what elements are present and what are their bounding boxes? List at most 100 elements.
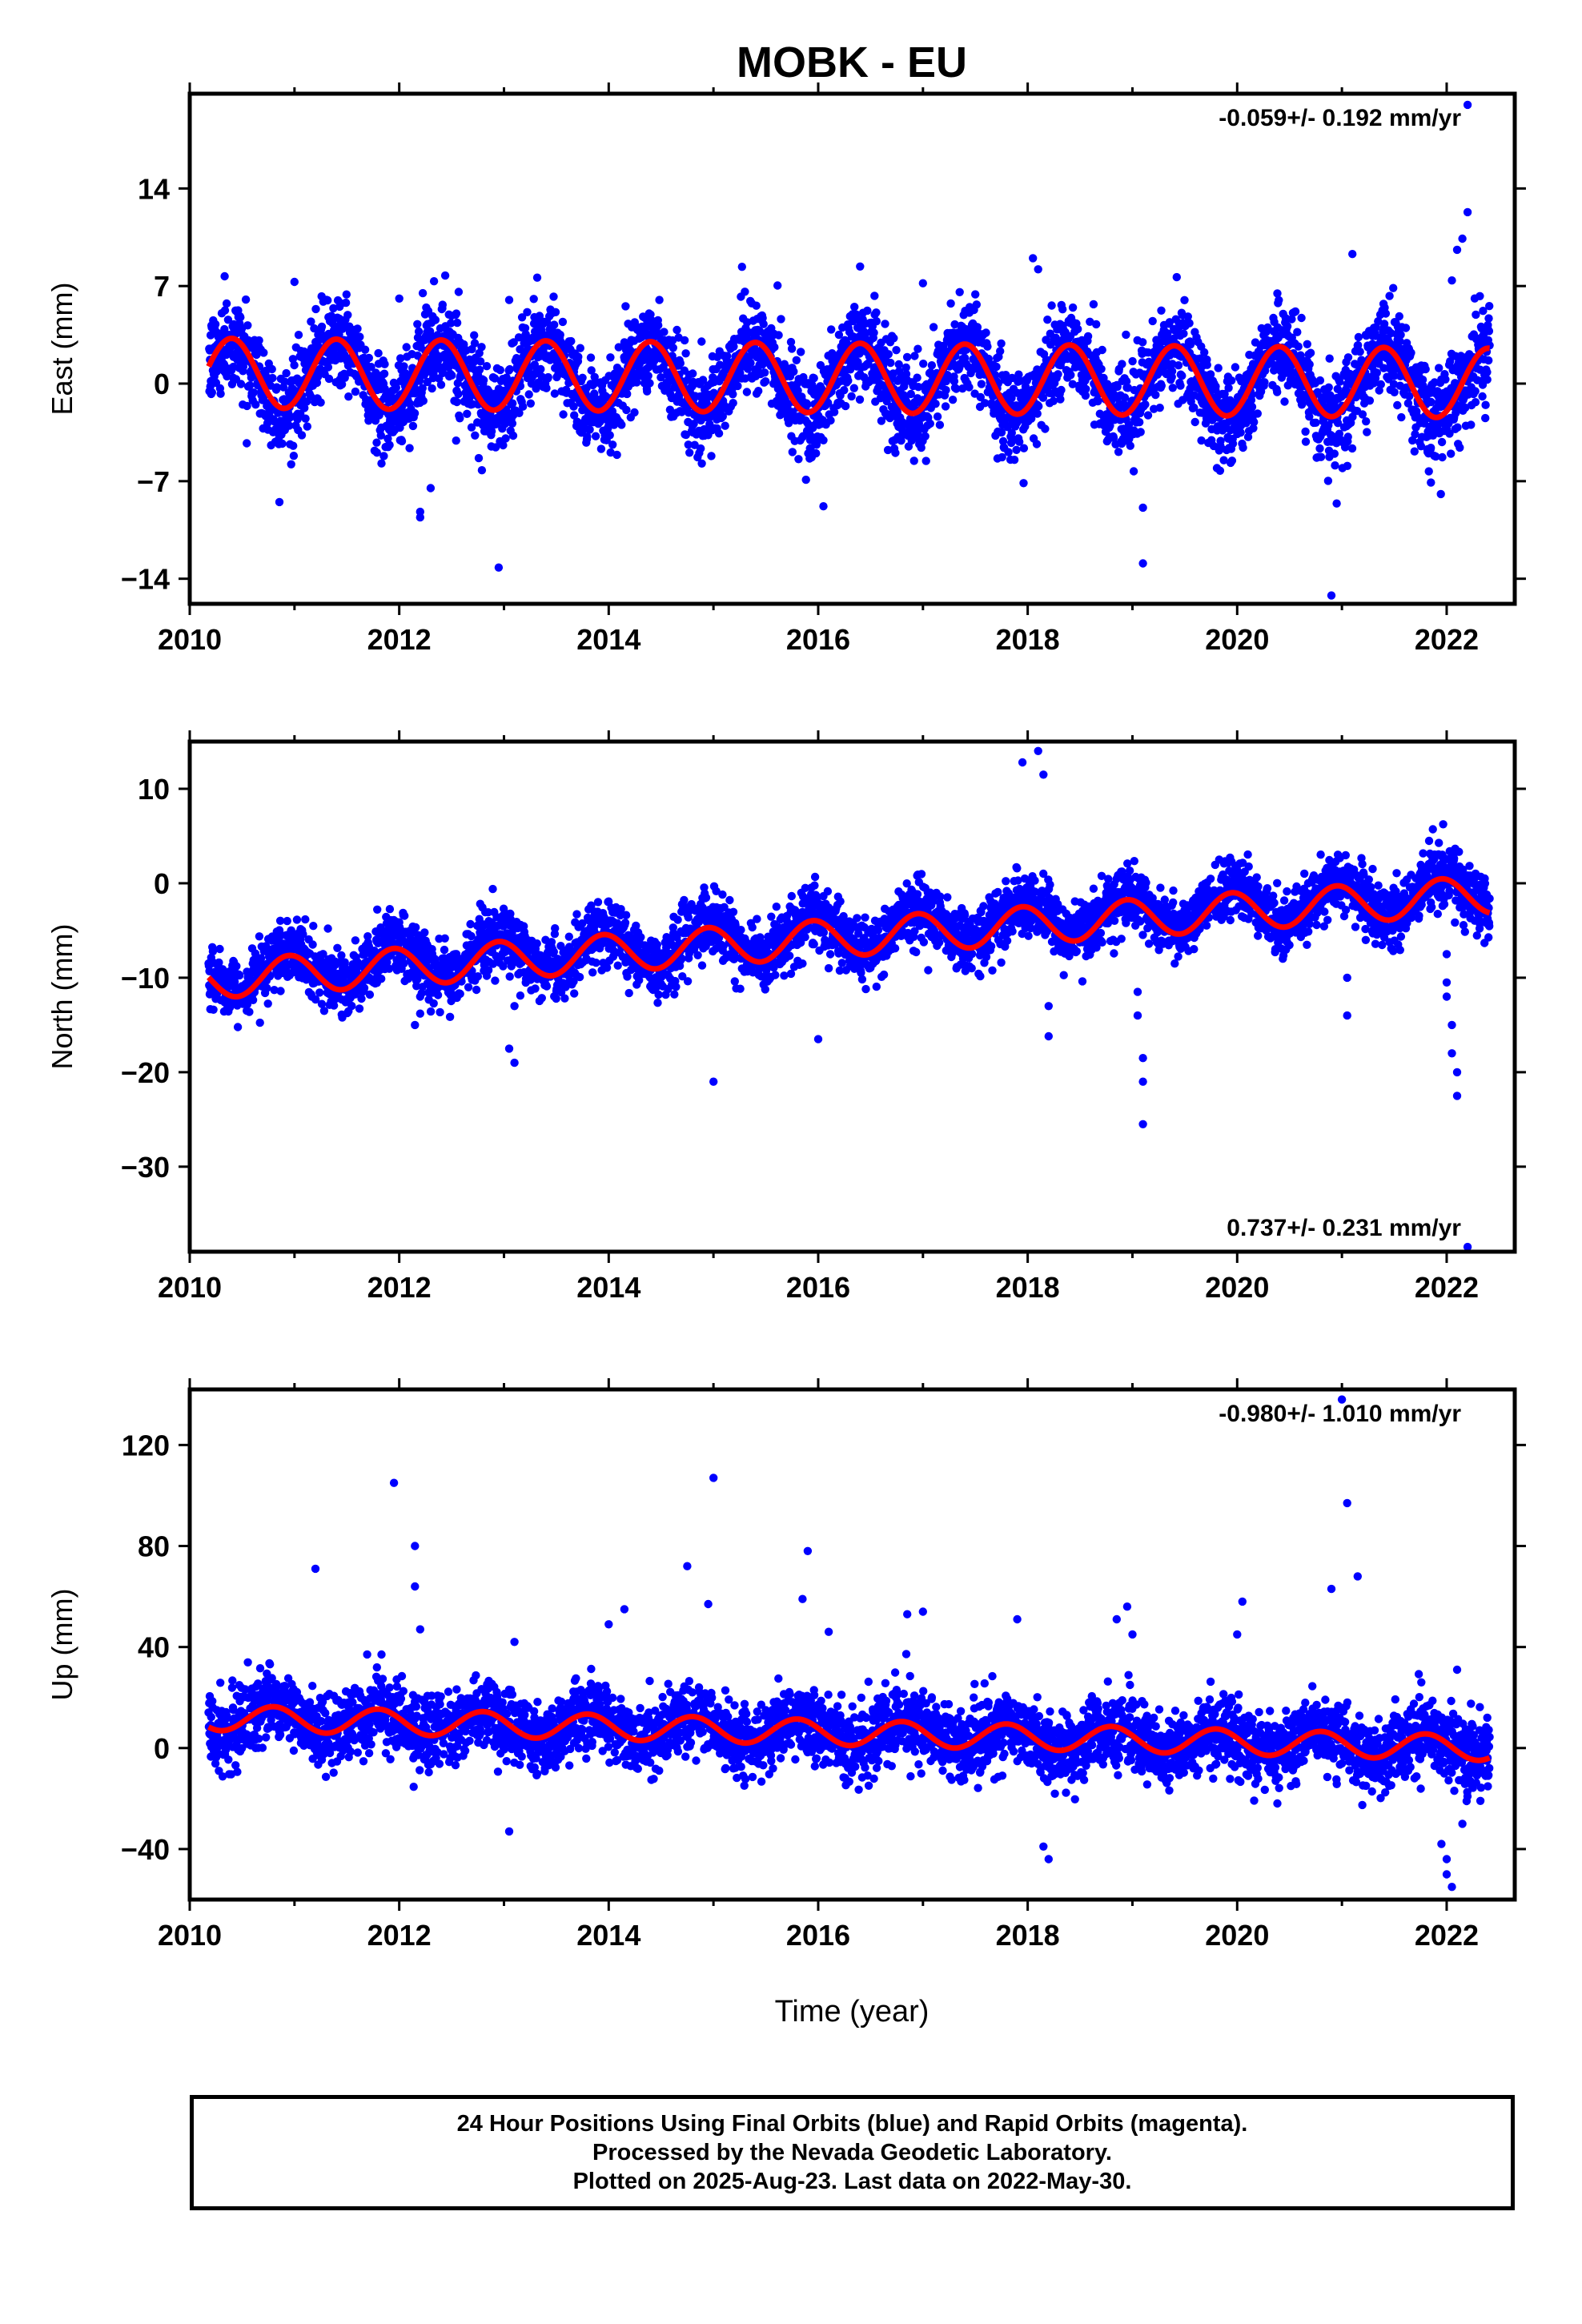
data-point (576, 344, 584, 352)
data-point (1120, 393, 1130, 402)
data-point (789, 408, 797, 416)
data-point (542, 384, 551, 392)
data-point (1057, 385, 1066, 395)
data-point (897, 436, 905, 445)
data-point (529, 295, 538, 304)
data-point (452, 318, 462, 328)
data-point (586, 353, 596, 362)
data-point (428, 384, 436, 393)
data-point (996, 347, 1005, 356)
data-point (1126, 441, 1135, 450)
data-point (1330, 449, 1339, 458)
data-point (1301, 437, 1311, 446)
data-point (746, 359, 755, 368)
outlier-point (290, 277, 299, 287)
data-point (697, 337, 706, 346)
data-point (287, 460, 295, 468)
outlier-point (1463, 100, 1472, 110)
data-point (351, 387, 360, 396)
data-point (452, 397, 461, 407)
outlier-point (1138, 503, 1147, 513)
data-point (1421, 364, 1430, 374)
data-point (737, 263, 746, 271)
data-point (243, 321, 252, 330)
data-point (1219, 456, 1228, 464)
data-point (380, 360, 389, 368)
data-point (1305, 412, 1314, 421)
data-point (684, 440, 693, 449)
data-point (1472, 310, 1480, 320)
data-point (773, 281, 782, 290)
data-point (209, 1005, 218, 1015)
data-point (289, 452, 299, 460)
data-point (1250, 417, 1259, 427)
data-point (1228, 439, 1238, 448)
data-point (255, 932, 264, 941)
data-point (1066, 371, 1075, 380)
data-point (789, 367, 798, 376)
data-point (405, 444, 414, 452)
data-point (1081, 391, 1090, 400)
data-point (1200, 348, 1209, 357)
data-point (1163, 329, 1172, 338)
data-point (948, 396, 958, 404)
data-point (889, 334, 898, 343)
data-point (1484, 327, 1494, 336)
data-point (1191, 417, 1199, 427)
data-point (416, 376, 424, 385)
outlier-point (1447, 276, 1456, 285)
data-point (1007, 393, 1016, 403)
data-point (376, 431, 385, 440)
data-point (474, 453, 484, 463)
data-point (1239, 443, 1247, 452)
data-point (344, 392, 353, 401)
data-point (1032, 440, 1042, 448)
data-point (283, 916, 291, 926)
data-point (707, 452, 716, 460)
data-point (1167, 367, 1177, 376)
data-point (385, 905, 395, 914)
outlier-point (504, 296, 514, 304)
panel-east: 2010 2012 2014 2016 2018 2020 2022−14−70714Eas… (46, 82, 1526, 656)
data-point (1206, 370, 1215, 379)
data-point (1481, 413, 1490, 423)
x-tick-label: 2022 (1415, 623, 1479, 656)
data-point (1484, 314, 1493, 323)
data-point (431, 316, 440, 324)
data-point (1178, 372, 1186, 380)
data-point (983, 342, 992, 351)
data-point (1019, 479, 1028, 488)
data-point (470, 331, 479, 340)
data-point (844, 376, 853, 385)
data-point (1471, 398, 1480, 407)
data-point (341, 298, 351, 308)
data-point (1273, 388, 1282, 396)
data-point (829, 408, 839, 416)
data-point (508, 431, 518, 440)
data-point (906, 389, 916, 399)
data-point (733, 381, 742, 391)
data-point (1301, 427, 1310, 436)
data-point (921, 456, 930, 465)
velocity-annotation: -0.059+/- 0.192 mm/yr (1219, 105, 1461, 131)
data-point (1467, 420, 1476, 429)
data-point (826, 416, 835, 425)
data-point (787, 344, 797, 353)
data-point (413, 320, 422, 328)
data-point (794, 455, 803, 464)
data-point (220, 324, 229, 334)
data-point (952, 384, 961, 393)
data-point (998, 452, 1006, 462)
data-point (508, 399, 517, 408)
data-point (301, 414, 310, 423)
data-point (373, 905, 382, 915)
data-point (1389, 283, 1398, 292)
data-point (1372, 368, 1382, 377)
data-point (365, 990, 375, 999)
data-point (377, 975, 386, 983)
data-point (1456, 443, 1464, 452)
data-point (1168, 384, 1178, 392)
data-point (946, 299, 955, 308)
data-point (418, 288, 428, 298)
data-point (1280, 397, 1289, 406)
